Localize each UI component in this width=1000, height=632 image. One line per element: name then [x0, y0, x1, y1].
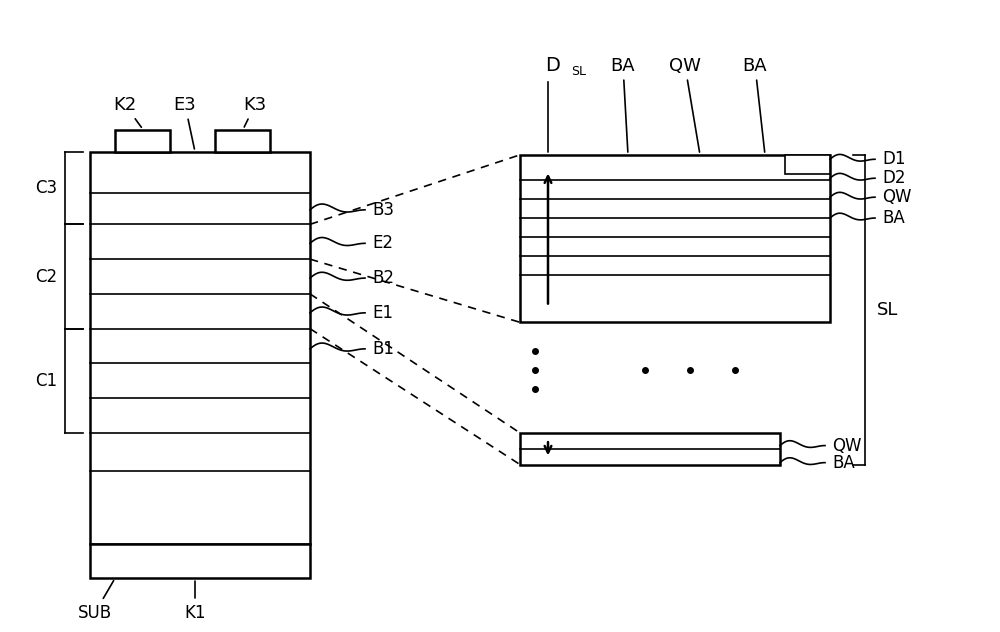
Text: C1: C1 — [35, 372, 57, 390]
Text: SL: SL — [571, 65, 586, 78]
Text: BA: BA — [743, 57, 767, 152]
Text: BA: BA — [611, 57, 635, 152]
Text: B3: B3 — [372, 201, 394, 219]
Text: QW: QW — [882, 188, 912, 206]
Text: K1: K1 — [184, 581, 206, 621]
Text: D1: D1 — [882, 150, 906, 168]
Bar — [90, 544, 310, 578]
Text: D2: D2 — [882, 169, 906, 187]
Text: E3: E3 — [174, 96, 196, 149]
Text: BA: BA — [832, 454, 855, 471]
Text: QW: QW — [669, 57, 701, 152]
Text: SUB: SUB — [78, 581, 114, 621]
Text: SL: SL — [877, 301, 898, 319]
Text: D: D — [546, 56, 560, 75]
Text: K3: K3 — [243, 96, 267, 127]
Text: K2: K2 — [113, 96, 141, 127]
Text: BA: BA — [882, 209, 905, 227]
Text: C2: C2 — [35, 267, 57, 286]
Text: B2: B2 — [372, 269, 394, 287]
Bar — [90, 152, 310, 544]
Text: E2: E2 — [372, 234, 393, 252]
Text: B1: B1 — [372, 340, 394, 358]
Bar — [520, 433, 780, 465]
Bar — [115, 130, 170, 152]
Text: QW: QW — [832, 437, 862, 454]
Bar — [215, 130, 270, 152]
Bar — [785, 155, 830, 174]
Text: E1: E1 — [372, 304, 393, 322]
Bar — [520, 155, 830, 322]
Text: C3: C3 — [35, 179, 57, 197]
